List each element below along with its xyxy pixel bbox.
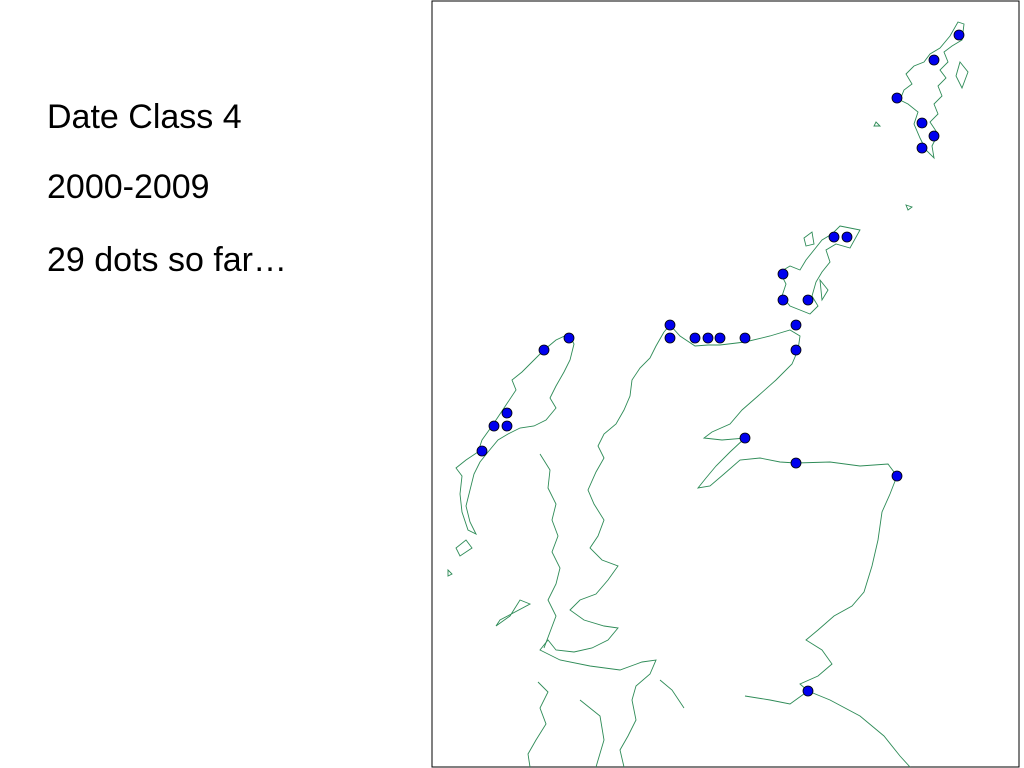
record-dot [790, 319, 802, 331]
record-dot [777, 268, 789, 280]
record-dot [916, 142, 928, 154]
record-dot [664, 319, 676, 331]
date-class-label: Date Class 4 [47, 98, 242, 136]
record-dot [488, 420, 500, 432]
record-dot [501, 420, 513, 432]
record-dot [891, 92, 903, 104]
record-dots [476, 29, 965, 697]
record-dot [538, 344, 550, 356]
record-dot [802, 294, 814, 306]
record-dot [790, 457, 802, 469]
record-dot [928, 130, 940, 142]
record-dot [928, 54, 940, 66]
record-dot [664, 332, 676, 344]
record-dot [714, 332, 726, 344]
record-dot [702, 332, 714, 344]
record-dot [777, 294, 789, 306]
record-dot [790, 344, 802, 356]
record-dot [501, 407, 513, 419]
record-dot [891, 470, 903, 482]
date-range-label: 2000-2009 [47, 168, 210, 206]
record-dot [802, 685, 814, 697]
record-dot [739, 432, 751, 444]
dot-count-label: 29 dots so far… [47, 241, 288, 279]
record-dot [563, 332, 575, 344]
record-dot [916, 117, 928, 129]
map-frame [431, 0, 1020, 768]
coastline [447, 21, 969, 768]
record-dot [828, 231, 840, 243]
record-dot [476, 445, 488, 457]
record-dot [841, 231, 853, 243]
record-dot [689, 332, 701, 344]
record-dot [953, 29, 965, 41]
record-dot [739, 332, 751, 344]
